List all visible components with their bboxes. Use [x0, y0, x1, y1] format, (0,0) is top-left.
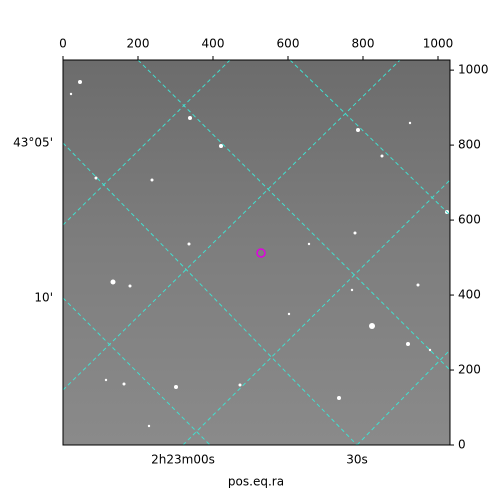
y-tick-label: 800 — [458, 138, 481, 152]
dec-label: 10' — [34, 291, 53, 305]
x-tick-label: 1000 — [423, 37, 454, 51]
y-tick-label: 0 — [458, 438, 466, 452]
y-tick-label: 200 — [458, 363, 481, 377]
y-tick-label: 1000 — [458, 63, 489, 77]
axes-frame — [62, 59, 451, 446]
x-tick-label: 400 — [202, 37, 225, 51]
ra-label: 2h23m00s — [151, 453, 215, 467]
y-tick-label: 400 — [458, 288, 481, 302]
x-axis-label: pos.eq.ra — [228, 475, 284, 489]
target-marker — [256, 248, 266, 258]
x-tick-label: 200 — [127, 37, 150, 51]
x-tick-label: 800 — [352, 37, 375, 51]
x-tick-label: 600 — [277, 37, 300, 51]
ra-label: 30s — [346, 453, 368, 467]
y-tick-label: 600 — [458, 213, 481, 227]
dec-label: 43°05' — [13, 136, 53, 150]
stars — [69, 80, 449, 428]
x-tick-label: 0 — [59, 37, 67, 51]
coordinate-grid — [63, 60, 450, 445]
